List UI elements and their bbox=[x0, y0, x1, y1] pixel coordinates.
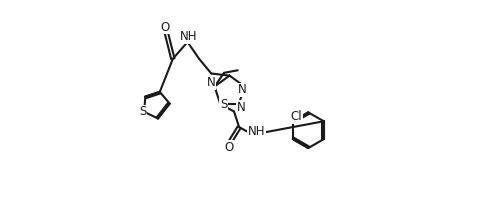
Text: O: O bbox=[160, 21, 170, 34]
Text: N: N bbox=[238, 83, 246, 96]
Text: NH: NH bbox=[248, 125, 265, 138]
Text: N: N bbox=[237, 101, 246, 114]
Text: N: N bbox=[206, 76, 215, 89]
Text: O: O bbox=[225, 141, 234, 154]
Text: S: S bbox=[140, 105, 147, 118]
Text: S: S bbox=[220, 98, 227, 111]
Text: NH: NH bbox=[180, 30, 197, 43]
Text: Cl: Cl bbox=[291, 110, 303, 123]
